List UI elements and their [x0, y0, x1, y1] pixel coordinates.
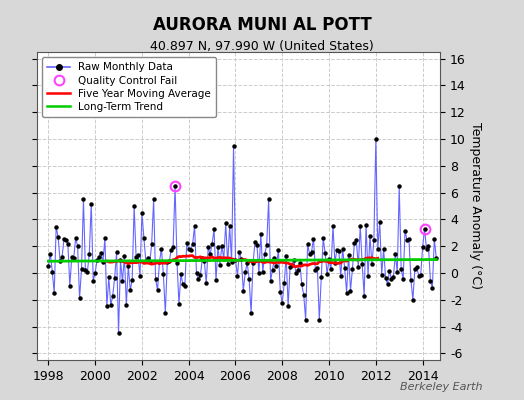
Text: AURORA MUNI AL POTT: AURORA MUNI AL POTT: [152, 16, 372, 34]
Legend: Raw Monthly Data, Quality Control Fail, Five Year Moving Average, Long-Term Tren: Raw Monthly Data, Quality Control Fail, …: [42, 57, 216, 117]
Text: 40.897 N, 97.990 W (United States): 40.897 N, 97.990 W (United States): [150, 40, 374, 53]
Y-axis label: Temperature Anomaly (°C): Temperature Anomaly (°C): [470, 122, 483, 290]
Text: Berkeley Earth: Berkeley Earth: [400, 382, 482, 392]
